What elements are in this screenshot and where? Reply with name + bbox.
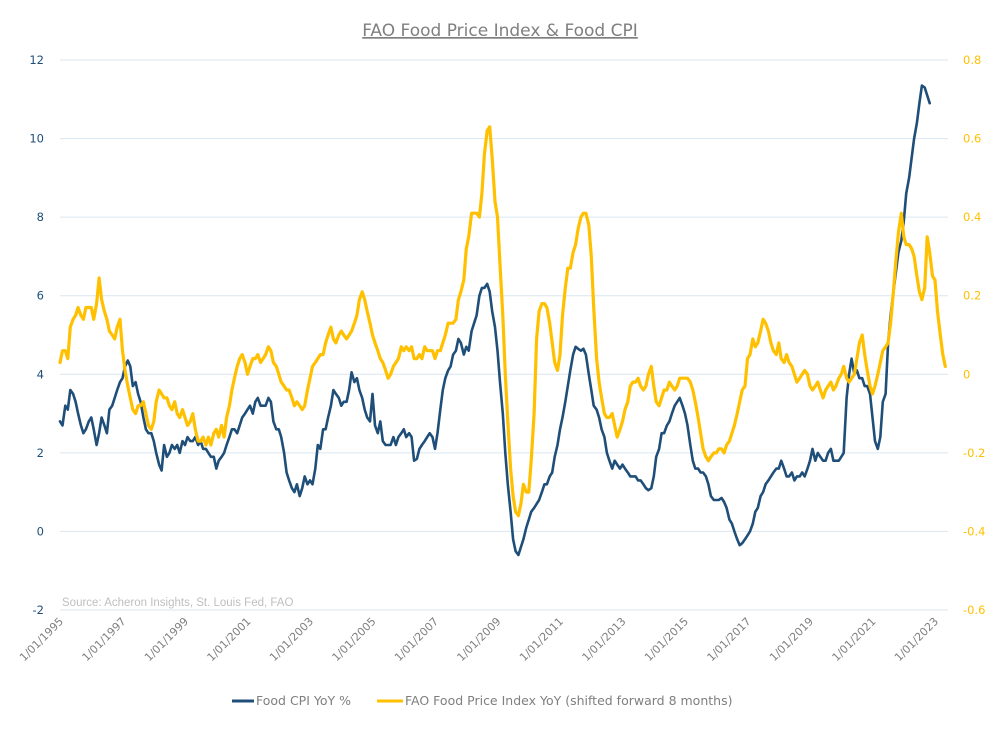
x-axis-tick-label: 1/01/2023 [892,615,941,664]
right-axis-tick-label: -0.6 [963,603,985,617]
left-axis-tick-label: -2 [33,603,44,617]
x-axis-tick-label: 1/01/2001 [205,615,254,664]
right-axis-tick-label: 0.2 [963,289,981,303]
legend-label-fao-index: FAO Food Price Index YoY (shifted forwar… [405,693,732,708]
legend-label-food-cpi: Food CPI YoY % [256,693,351,708]
left-axis-tick-label: 8 [37,210,44,224]
x-axis-tick-label: 1/01/2009 [455,615,504,664]
left-axis-tick-label: 0 [37,524,44,538]
x-axis-tick-label: 1/01/2021 [830,615,879,664]
left-axis-tick-label: 4 [37,367,44,381]
right-axis-tick-label: 0.6 [963,132,981,146]
series-line-food-cpi [58,84,931,557]
left-axis-tick-label: 2 [37,446,44,460]
left-axis-ticks: 12 10 8 6 4 2 0 -2 [29,53,44,617]
x-axis-tick-label: 1/01/2019 [767,615,816,664]
chart-title: FAO Food Price Index & Food CPI [362,21,638,41]
x-axis-tick-label: 1/01/2003 [267,615,316,664]
x-axis-ticks: 1/01/1995 1/01/1997 1/01/1999 1/01/2001 1/01… [17,615,941,664]
x-axis-tick-label: 1/01/2005 [330,615,379,664]
series-lines [58,84,947,557]
x-axis-tick-label: 1/01/2013 [580,615,629,664]
right-axis-tick-label: 0.4 [963,210,981,224]
source-note: Source: Acheron Insights, St. Louis Fed,… [62,597,293,609]
x-axis-tick-label: 1/01/1995 [17,615,66,664]
x-axis-tick-label: 1/01/1999 [142,615,191,664]
right-axis-tick-label: 0.8 [963,53,981,67]
right-axis-ticks: 0.8 0.6 0.4 0.2 0 -0.2 -0.4 -0.6 [963,53,985,617]
legend: Food CPI YoY % FAO Food Price Index YoY … [232,693,732,708]
left-axis-tick-label: 12 [29,53,44,67]
right-axis-tick-label: 0 [963,367,970,381]
right-axis-tick-label: -0.4 [963,524,985,538]
x-axis-tick-label: 1/01/2017 [705,615,754,664]
series-line-fao-index [58,125,947,518]
left-axis-tick-label: 6 [37,289,44,303]
x-axis-tick-label: 1/01/1997 [80,615,129,664]
x-axis-tick-label: 1/01/2007 [392,615,441,664]
left-axis-tick-label: 10 [29,132,44,146]
x-axis-tick-label: 1/01/2011 [517,615,566,664]
x-axis-tick-label: 1/01/2015 [642,615,691,664]
right-axis-tick-label: -0.2 [963,446,985,460]
